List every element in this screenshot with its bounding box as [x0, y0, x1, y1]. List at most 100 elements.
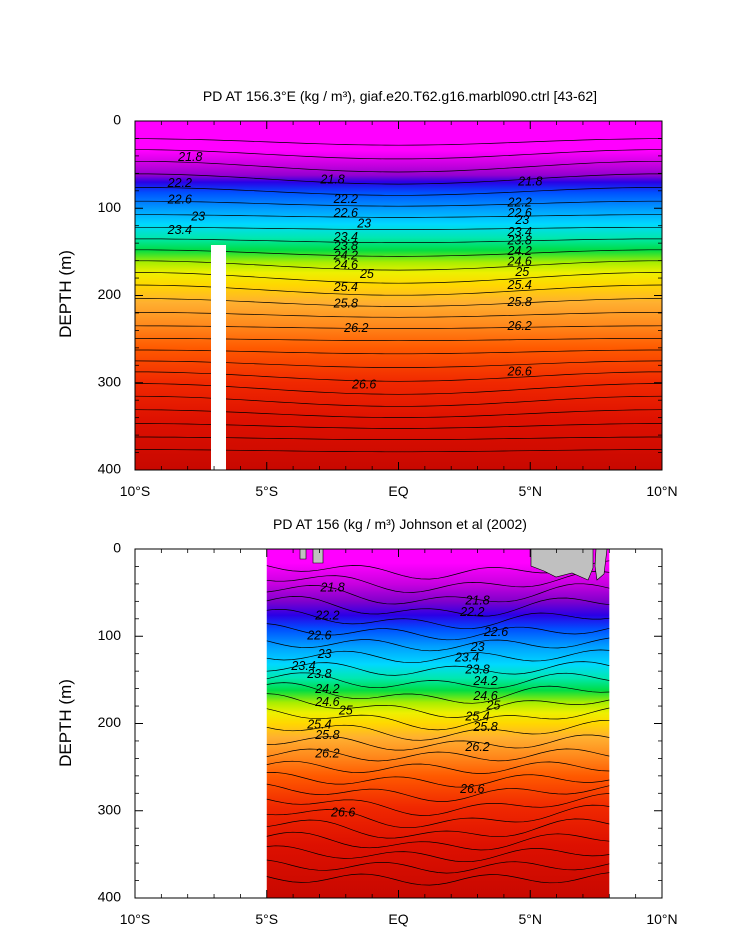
top-contour-label: 26.6 [507, 365, 532, 379]
top-x-tick-label: 10°S [120, 483, 151, 499]
top-contour-line [135, 149, 662, 160]
top-x-tick-label: 10°N [646, 483, 677, 499]
top-contour-label: 22.2 [167, 176, 192, 190]
top-contour-label: 24.2 [507, 244, 532, 258]
top-contour-label: 22.2 [333, 192, 358, 206]
top-axes: 0 100 200 300 400 10°S 5°S EQ 5°N 10°N [98, 112, 678, 499]
bottom-contour-line [266, 872, 610, 886]
top-contour-lines [134, 138, 663, 453]
top-contour-label: 23.4 [167, 223, 192, 237]
bottom-contour-line [266, 596, 610, 617]
bottom-contour-line [266, 859, 610, 874]
top-contour-line [135, 226, 662, 230]
top-y-tick-label: 400 [98, 461, 122, 477]
bottom-contour-line [266, 734, 610, 751]
bottom-y-axis-title: DEPTH (m) [56, 679, 75, 767]
bottom-y-tick-label: 300 [98, 801, 122, 817]
bottom-chart-title: PD AT 156 (kg / m³) Johnson et al (2002) [273, 516, 527, 532]
top-contour-label: 26.6 [351, 378, 376, 392]
top-y-tick-label: 100 [98, 199, 122, 215]
top-contour-line [135, 187, 662, 196]
bottom-contour-labels: 21.822.222.62323.423.824.224.62525.425.8… [290, 581, 508, 820]
bottom-contour-label: 23.4 [290, 659, 315, 673]
bottom-contour-line [266, 693, 610, 718]
top-contour-label: 22.6 [333, 206, 358, 220]
bottom-contour-line [266, 637, 610, 652]
bottom-contour-label: 25 [485, 698, 500, 712]
top-contour-label: 24.2 [333, 248, 358, 262]
bottom-fill-area [266, 549, 610, 898]
bottom-y-tick-label: 200 [98, 714, 122, 730]
top-contour-label: 22.6 [507, 206, 532, 220]
top-contour-line [135, 138, 662, 146]
panel-top: PD AT 156.3°E (kg / m³), giaf.e20.T62.g1… [56, 88, 678, 499]
bottom-x-tick-label: 5°S [255, 911, 278, 927]
bottom-contour-label: 23.8 [464, 663, 489, 677]
bottom-contour-label: 24.6 [472, 689, 497, 703]
top-contour-label: 22.2 [507, 195, 532, 209]
top-contour-label: 25 [359, 267, 374, 281]
top-contour-label: 26.2 [343, 321, 368, 335]
bottom-contour-label: 26.6 [459, 782, 484, 796]
bottom-contour-label: 23.8 [306, 667, 331, 681]
top-contour-line [135, 214, 662, 218]
bottom-contour-label: 22.2 [314, 608, 339, 622]
bottom-contour-line [266, 783, 610, 802]
top-contour-label: 22.6 [167, 193, 192, 207]
bottom-contour-label: 25.4 [464, 710, 489, 724]
top-contour-label: 23 [190, 209, 205, 223]
bottom-contour-label: 21.8 [319, 581, 344, 595]
top-contour-label: 23.4 [507, 225, 532, 239]
bottom-contour-line [266, 649, 610, 664]
bottom-contour-label: 22.2 [459, 605, 484, 619]
bottom-x-tick-label: 10°N [646, 911, 677, 927]
top-contour-labels: 21.822.222.62323.421.822.222.62323.423.8… [167, 150, 543, 392]
bottom-contour-lines [266, 560, 610, 886]
bottom-y-tick-label: 400 [98, 889, 122, 905]
bottom-contour-line [266, 583, 610, 605]
top-contour-label: 23 [514, 213, 529, 227]
bottom-contour-label: 22.6 [483, 625, 508, 639]
bottom-contour-label: 23.4 [454, 650, 479, 664]
bottom-contour-line [266, 571, 610, 593]
top-contour-label: 25 [514, 265, 529, 279]
bottom-contour-line [266, 845, 610, 863]
top-contour-label: 24.6 [507, 255, 532, 269]
top-contour-label: 21.8 [177, 150, 202, 164]
top-contour-line [135, 238, 662, 243]
top-contour-label: 25.4 [507, 278, 532, 292]
top-missing-data-gap [211, 245, 226, 470]
bottom-contour-line [266, 804, 610, 829]
top-contour-label: 23.8 [333, 239, 358, 253]
top-x-tick-label: 5°S [255, 483, 278, 499]
bottom-contour-label: 25.8 [472, 720, 497, 734]
bottom-contour-line [266, 831, 610, 851]
top-x-tick-label: EQ [388, 483, 408, 499]
bottom-contour-label: 24.2 [472, 674, 497, 688]
bottom-x-tick-label: 5°N [519, 911, 543, 927]
bottom-contour-line [266, 748, 610, 762]
top-y-tick-label: 300 [98, 373, 122, 389]
bottom-contour-label: 26.2 [464, 740, 489, 754]
bottom-contour-line [266, 672, 610, 689]
top-contour-label: 25.4 [333, 280, 358, 294]
top-contour-line [135, 160, 662, 173]
bottom-contour-label: 25.4 [306, 717, 331, 731]
top-y-tick-label: 200 [98, 286, 122, 302]
top-contour-label: 23 [356, 216, 371, 230]
bottom-contour-line [266, 719, 610, 741]
bottom-contour-line [266, 661, 610, 676]
top-y-tick-label: 0 [113, 112, 121, 128]
top-contour-label: 21.8 [517, 174, 542, 188]
bottom-contour-label: 26.6 [330, 806, 355, 820]
bottom-contour-label: 23 [470, 640, 485, 654]
bottom-contour-line [266, 682, 610, 704]
top-contour-label: 25.8 [507, 295, 532, 309]
bottom-contour-label: 26.2 [314, 746, 339, 760]
top-chart-title: PD AT 156.3°E (kg / m³), giaf.e20.T62.g1… [203, 88, 597, 104]
top-contour-label: 26.2 [507, 319, 532, 333]
bottom-contour-line [266, 772, 610, 788]
bottom-axes: 0 100 200 300 400 10°S 5°S EQ 5°N 10°N [98, 540, 678, 927]
bottom-contour-line [266, 793, 610, 816]
